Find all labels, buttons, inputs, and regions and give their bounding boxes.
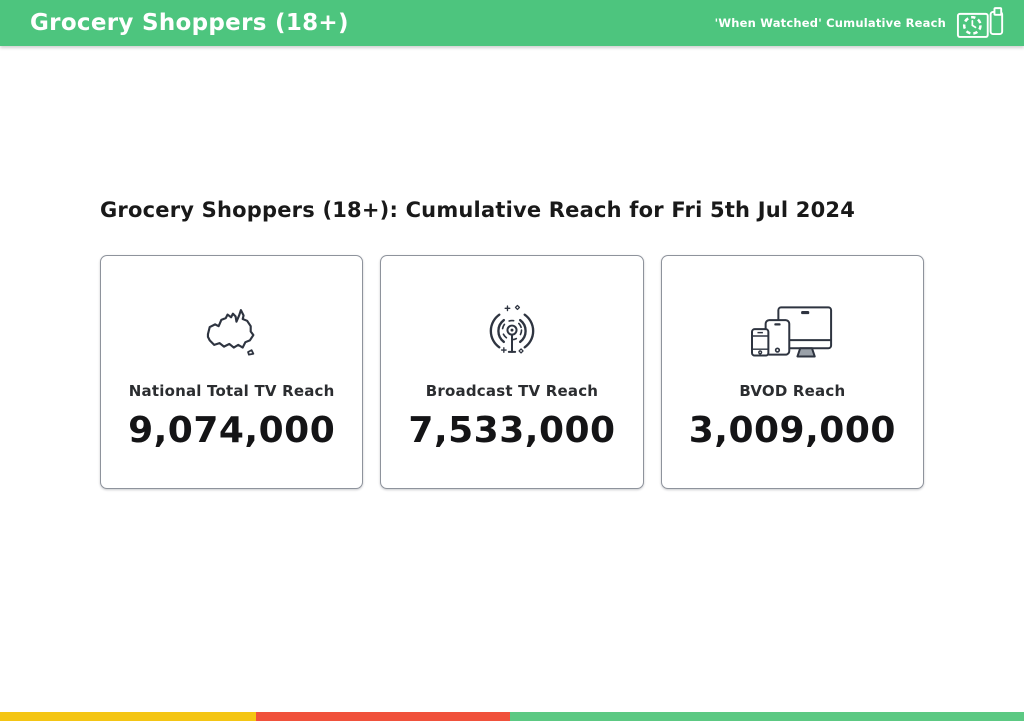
app-title: Grocery Shoppers (18+)	[30, 10, 349, 36]
stripe-segment-red	[256, 712, 510, 721]
report-type-label: 'When Watched' Cumulative Reach	[714, 16, 946, 30]
kpi-value: 7,533,000	[408, 410, 616, 452]
header-right-group: 'When Watched' Cumulative Reach	[715, 6, 1006, 41]
kpi-label: Broadcast TV Reach	[425, 382, 599, 401]
page-heading: Grocery Shoppers (18+): Cumulative Reach…	[100, 198, 856, 222]
tv-clock-phone-icon	[956, 6, 1006, 41]
kpi-value: 3,009,000	[688, 410, 896, 452]
devices-icon	[748, 300, 836, 362]
kpi-card-bvod: BVOD Reach 3,009,000	[660, 255, 924, 490]
kpi-value: 9,074,000	[128, 410, 336, 452]
broadcast-antenna-icon	[483, 300, 541, 362]
main-content: Grocery Shoppers (18+): Cumulative Reach…	[0, 46, 1024, 490]
stripe-segment-yellow	[0, 712, 256, 721]
kpi-card-broadcast-tv: Broadcast TV Reach 7,533,000	[380, 255, 644, 490]
stripe-segment-green	[509, 712, 1024, 721]
kpi-label: BVOD Reach	[739, 382, 846, 401]
header-bar: Grocery Shoppers (18+) 'When Watched' Cu…	[0, 0, 1024, 46]
footer-stripe	[0, 712, 1024, 721]
kpi-card-national-total-tv: National Total TV Reach 9,074,000	[100, 255, 364, 490]
kpi-label: National Total TV Reach	[128, 382, 335, 401]
australia-map-icon	[198, 300, 266, 362]
kpi-cards-row: National Total TV Reach 9,074,000	[100, 255, 924, 490]
